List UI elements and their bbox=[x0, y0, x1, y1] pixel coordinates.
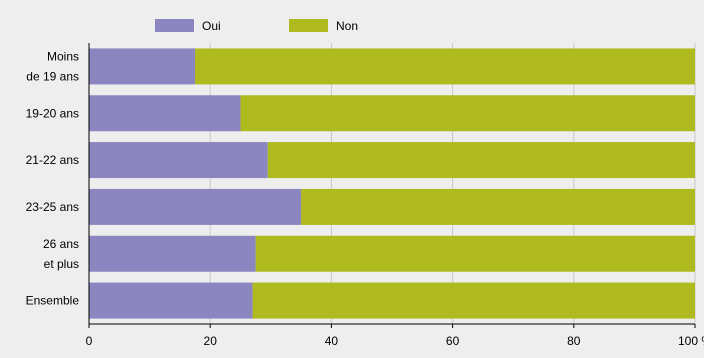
gridlines bbox=[209, 43, 696, 324]
x-tick-label-4: 80 bbox=[567, 334, 581, 348]
x-tick-label-5: 100 % bbox=[678, 334, 704, 348]
bar-non-0 bbox=[195, 48, 696, 85]
bars bbox=[89, 48, 696, 319]
bar-non-5 bbox=[252, 282, 695, 319]
legend-swatch-oui bbox=[155, 19, 194, 32]
bar-oui-5 bbox=[89, 282, 253, 319]
bar-oui-2 bbox=[89, 142, 268, 179]
bar-oui-4 bbox=[89, 235, 256, 272]
bar-oui-1 bbox=[89, 95, 241, 132]
category-label-3: 23-25 ans bbox=[26, 200, 79, 214]
category-label-5: Ensemble bbox=[26, 294, 80, 308]
bar-non-2 bbox=[267, 142, 695, 179]
x-tick-label-1: 20 bbox=[204, 334, 218, 348]
legend-label-oui: Oui bbox=[202, 19, 221, 33]
x-tick-label-0: 0 bbox=[86, 334, 93, 348]
bar-non-3 bbox=[301, 188, 695, 225]
category-label-1: 19-20 ans bbox=[26, 106, 79, 120]
legend-swatch-non bbox=[289, 19, 328, 32]
x-tick-label-3: 60 bbox=[446, 334, 460, 348]
legend-label-non: Non bbox=[336, 19, 358, 33]
x-tick-labels: 0 20 40 60 80 100 % bbox=[86, 334, 704, 348]
bar-non-1 bbox=[240, 95, 695, 132]
bar-oui-3 bbox=[89, 188, 302, 225]
category-label-2: 21-22 ans bbox=[26, 153, 79, 167]
bar-oui-0 bbox=[89, 48, 196, 85]
category-labels: Moins de 19 ans 19-20 ans 21-22 ans 23-25 an… bbox=[26, 49, 80, 307]
category-label-0: Moins de 19 ans bbox=[26, 49, 79, 83]
axes bbox=[88, 43, 696, 328]
x-tick-label-2: 40 bbox=[325, 334, 339, 348]
bar-non-4 bbox=[255, 235, 695, 272]
category-label-4: 26 ans et plus bbox=[43, 237, 79, 271]
legend: Oui Non bbox=[155, 19, 358, 33]
